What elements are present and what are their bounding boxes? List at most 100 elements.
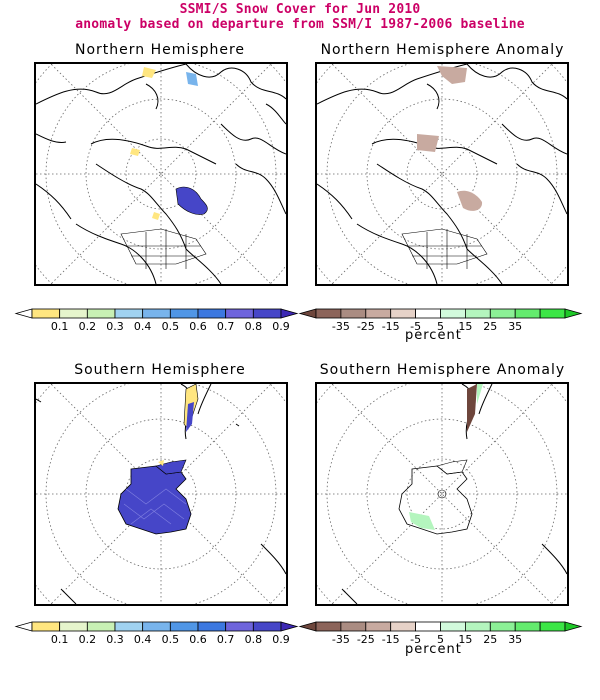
- anomaly-unit-label-bottom: percent: [405, 642, 462, 657]
- colorbar-tick-label: -35: [332, 633, 350, 646]
- colorbar-tick-label: 0.7: [217, 633, 235, 646]
- colorbar-swatch: [365, 621, 392, 632]
- colorbar-swatch: [252, 621, 282, 632]
- colorbar-tick-label: -15: [382, 320, 400, 333]
- panel-title-nh: Northern Hemisphere: [75, 42, 245, 58]
- colorbar-arrow-low: [298, 308, 317, 319]
- colorbar-swatch: [340, 621, 367, 632]
- colorbar-tick-label: 25: [483, 633, 497, 646]
- colorbar-anomaly-top-svg: -35 -25 -15 -5 5 15 25 35: [298, 308, 583, 333]
- colorbar-swatch: [169, 308, 199, 319]
- nh-negative-anomaly-patches: [417, 66, 483, 211]
- colorbar-swatch: [464, 621, 491, 632]
- colorbar-swatch: [514, 308, 541, 319]
- colorbar-arrow-low: [14, 621, 33, 632]
- colorbar-arrow-low: [14, 308, 33, 319]
- colorbar-tick-label: -25: [357, 633, 375, 646]
- colorbar-tick-label: 0.1: [51, 320, 69, 333]
- antarctica-snow: [117, 459, 192, 535]
- colorbar-tick-label: 5: [437, 633, 444, 646]
- colorbar-swatch: [539, 621, 566, 632]
- colorbar-swatch: [197, 308, 227, 319]
- panel-title-sh: Southern Hemisphere: [74, 362, 246, 378]
- colorbar-tick-label: -5: [410, 633, 421, 646]
- colorbar-tick-label: 0.6: [189, 320, 207, 333]
- colorbar-swatch: [340, 308, 367, 319]
- colorbar-tick-label: -15: [382, 633, 400, 646]
- colorbar-swatch: [252, 308, 282, 319]
- colorbar-tick-label: 0.1: [51, 633, 69, 646]
- colorbar-tick-label: 0.3: [106, 633, 124, 646]
- colorbar-swatch: [225, 308, 254, 319]
- colorbar-arrow-low: [298, 621, 317, 632]
- colorbar-tick-label: 0.4: [134, 320, 152, 333]
- colorbar-arrow-high: [280, 308, 299, 319]
- colorbar-swatch: [315, 621, 342, 632]
- colorbar-swatch: [489, 621, 516, 632]
- map-subtitle: anomaly based on departure from SSM/I 19…: [75, 17, 525, 32]
- anomaly-unit-label-top: percent: [405, 328, 462, 343]
- colorbar-swatch: [142, 308, 171, 319]
- colorbar-tick-label: 0.3: [106, 320, 124, 333]
- colorbar-tick-label: 15: [458, 633, 472, 646]
- colorbar-tick-label: 5: [437, 320, 444, 333]
- colorbar-anomaly-bottom-svg: -35 -25 -15 -5 5 15 25 35: [298, 621, 583, 646]
- colorbar-tick-label: 15: [458, 320, 472, 333]
- colorbar-swatch: [365, 308, 392, 319]
- colorbar-swatch: [464, 308, 491, 319]
- colorbar-swatch: [197, 621, 227, 632]
- colorbar-snow-cover-top: 0.10.20.30.40.50.60.70.80.91: [14, 307, 312, 347]
- colorbar-tick-label: 0.9: [272, 320, 290, 333]
- colorbar-swatch: [114, 308, 144, 319]
- map-nh-snow-cover[interactable]: [34, 62, 288, 286]
- colorbar-swatch: [489, 308, 516, 319]
- colorbar-swatch: [31, 308, 61, 319]
- colorbar-swatch: [86, 621, 116, 632]
- nh-snow-patches: [130, 67, 208, 220]
- colorbar-anomaly-top: -35 -25 -15 -5 5 15 25 35: [298, 307, 583, 347]
- colorbar-swatch: [225, 621, 254, 632]
- colorbar-swatch: [539, 308, 566, 319]
- colorbar-swatch: [390, 621, 416, 632]
- colorbar-tick-label: 0.9: [272, 633, 290, 646]
- colorbar-tick-label: 0.5: [162, 320, 180, 333]
- colorbar-tick-label: 0.8: [245, 320, 263, 333]
- colorbar-snow-cover-bottom-svg: 0.10.20.30.40.50.60.70.80.91: [14, 621, 312, 646]
- colorbar-swatch: [440, 308, 466, 319]
- colorbar-swatch: [114, 621, 144, 632]
- colorbar-swatch: [31, 621, 61, 632]
- colorbar-swatch: [440, 621, 466, 632]
- colorbar-arrow-high: [280, 621, 299, 632]
- colorbar-tick-label: 0.2: [79, 633, 97, 646]
- map-sh-snow-cover[interactable]: [34, 382, 288, 606]
- colorbar-swatch: [514, 621, 541, 632]
- colorbar-swatch: [59, 621, 88, 632]
- colorbar-arrow-high: [564, 621, 583, 632]
- map-sh-anomaly[interactable]: [315, 382, 569, 606]
- colorbar-swatch: [59, 308, 88, 319]
- colorbar-snow-cover-bottom: 0.10.20.30.40.50.60.70.80.91: [14, 620, 312, 660]
- colorbar-anomaly-bottom: -35 -25 -15 -5 5 15 25 35: [298, 620, 583, 660]
- colorbar-tick-label: -25: [357, 320, 375, 333]
- map-title: SSMI/S Snow Cover for Jun 2010: [179, 2, 421, 17]
- colorbar-swatch: [415, 621, 441, 632]
- colorbar-tick-label: 0.2: [79, 320, 97, 333]
- colorbar-tick-label: 0.5: [162, 633, 180, 646]
- colorbar-swatch: [142, 621, 171, 632]
- colorbar-tick-label: 35: [508, 320, 522, 333]
- colorbar-swatch: [390, 308, 416, 319]
- colorbar-swatch: [86, 308, 116, 319]
- colorbar-swatch: [315, 308, 342, 319]
- colorbar-tick-label: 0.4: [134, 633, 152, 646]
- colorbar-swatch: [169, 621, 199, 632]
- colorbar-snow-cover-top-svg: 0.10.20.30.40.50.60.70.80.91: [14, 308, 312, 333]
- colorbar-tick-label: 0.7: [217, 320, 235, 333]
- colorbar-arrow-high: [564, 308, 583, 319]
- map-nh-anomaly[interactable]: [315, 62, 569, 286]
- antarctica-anomaly: [398, 459, 473, 535]
- colorbar-tick-label: 0.8: [245, 633, 263, 646]
- panel-title-sh-anomaly: Southern Hemisphere Anomaly: [319, 362, 566, 378]
- colorbar-tick-label: 35: [508, 633, 522, 646]
- panel-title-nh-anomaly: Northern Hemisphere Anomaly: [320, 42, 565, 58]
- colorbar-tick-label: 0.6: [189, 633, 207, 646]
